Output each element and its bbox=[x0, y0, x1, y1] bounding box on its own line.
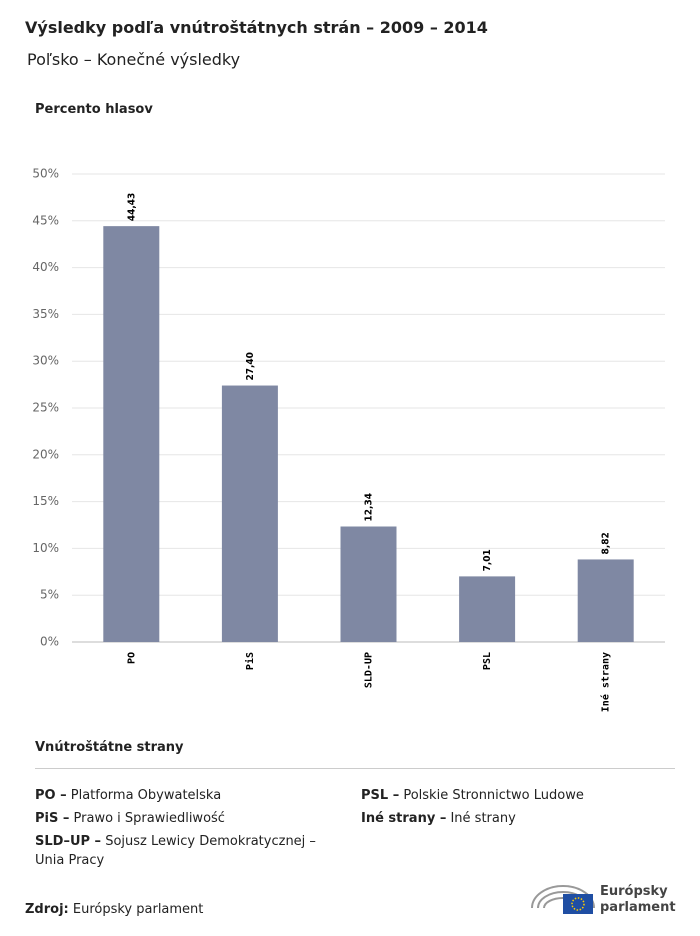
value-label: 27,40 bbox=[245, 352, 256, 380]
legend-item: PSL – Polskie Stronnictwo Ludowe bbox=[361, 786, 661, 805]
legend-name: Iné strany bbox=[450, 811, 516, 826]
y-tick-label: 15% bbox=[32, 494, 59, 508]
legend-divider bbox=[35, 768, 675, 769]
y-tick-label: 0% bbox=[40, 635, 59, 649]
y-axis-label: Percento hlasov bbox=[35, 102, 153, 117]
value-label: 12,34 bbox=[364, 493, 375, 521]
legend-abbr: SLD–UP – bbox=[35, 834, 102, 849]
logo-icon bbox=[531, 885, 595, 914]
legend-abbr: Iné strany – bbox=[361, 811, 447, 826]
value-label: 7,01 bbox=[482, 549, 493, 571]
bar bbox=[103, 226, 160, 642]
bar bbox=[459, 576, 516, 642]
y-tick-label: 50% bbox=[32, 167, 59, 181]
legend-title: Vnútroštátne strany bbox=[35, 740, 184, 755]
value-label: 44,43 bbox=[126, 193, 137, 221]
legend-item: SLD–UP – Sojusz Lewicy Demokratycznej – … bbox=[35, 832, 335, 870]
x-tick-label: SLD-UP bbox=[364, 652, 375, 688]
y-tick-label: 40% bbox=[32, 260, 59, 274]
y-tick-label: 25% bbox=[32, 401, 59, 415]
x-tick-label: PiS bbox=[244, 652, 256, 670]
bar bbox=[221, 385, 278, 642]
legend-abbr: PO – bbox=[35, 788, 67, 803]
bar bbox=[577, 559, 634, 642]
x-tick-label: Iné strany bbox=[600, 652, 612, 712]
legend-item: PO – Platforma Obywatelska bbox=[35, 786, 335, 805]
legend-name: Polskie Stronnictwo Ludowe bbox=[403, 788, 584, 803]
y-tick-label: 35% bbox=[32, 307, 59, 321]
legend-item: PiS – Prawo i Sprawiedliwość bbox=[35, 809, 335, 828]
legend-item: Iné strany – Iné strany bbox=[361, 809, 661, 828]
y-tick-label: 30% bbox=[32, 354, 59, 368]
legend-abbr: PiS – bbox=[35, 811, 70, 826]
value-label: 8,82 bbox=[601, 532, 612, 554]
logo-line: parlament bbox=[600, 900, 676, 915]
x-tick-label: PO bbox=[126, 652, 137, 664]
y-tick-label: 10% bbox=[32, 541, 59, 555]
legend-abbr: PSL – bbox=[361, 788, 400, 803]
y-tick-label: 20% bbox=[32, 447, 59, 461]
source-label: Zdroj: bbox=[25, 902, 69, 917]
chart: 0% 5% 10% 15% 20% 25% 30% 35% 40% 45% 50% 44,43 PO 27… bbox=[32, 167, 665, 712]
legend-name: Platforma Obywatelska bbox=[70, 788, 222, 803]
y-tick-label: 5% bbox=[40, 588, 59, 602]
title: Výsledky podľa vnútroštátnych strán – 20… bbox=[25, 18, 488, 37]
logo-text: Európsky parlament bbox=[600, 884, 676, 916]
y-tick-label: 45% bbox=[32, 213, 59, 227]
legend-name: Sojusz Lewicy Demokratycznej – Unia Prac… bbox=[35, 834, 316, 868]
x-tick-label: PSL bbox=[482, 652, 493, 670]
logo-line: Európsky bbox=[600, 884, 668, 899]
legend-name: Prawo i Sprawiedliwość bbox=[73, 811, 225, 826]
subtitle: Poľsko – Konečné výsledky bbox=[27, 50, 241, 69]
source-value: Európsky parlament bbox=[72, 902, 204, 917]
bar bbox=[340, 526, 397, 642]
source: Zdroj: Európsky parlament bbox=[25, 902, 203, 917]
